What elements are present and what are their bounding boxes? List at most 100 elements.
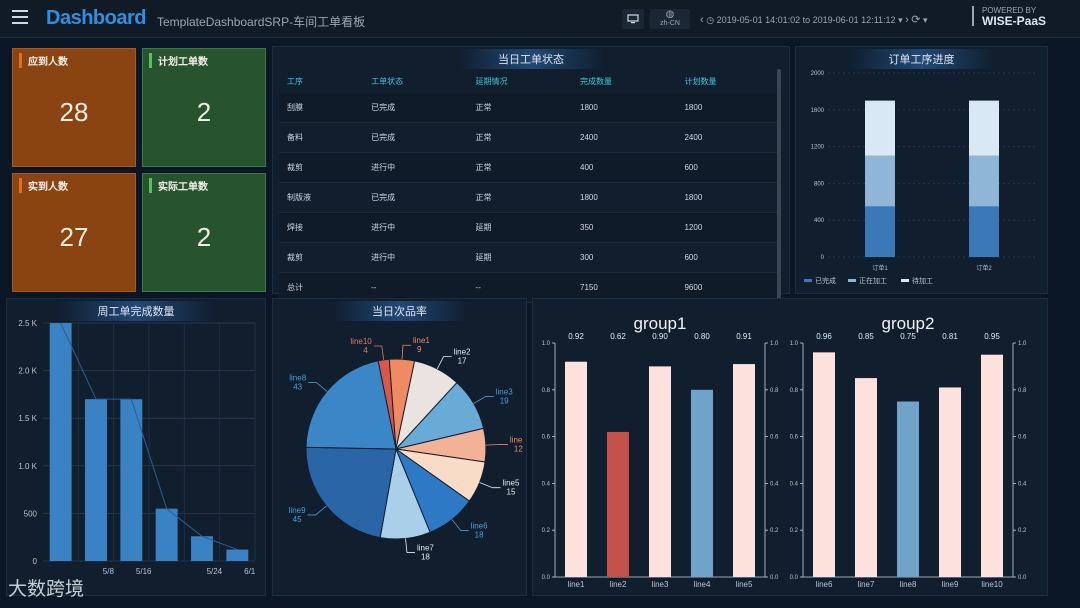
pie-slice-value: 18 [421, 552, 430, 561]
pie-slice-name: line7 [417, 543, 434, 552]
column-header: 完成数量 [580, 76, 613, 86]
chevron-left-icon[interactable]: ‹ [700, 14, 704, 26]
y-tick-label: 0.4 [1018, 481, 1027, 487]
bar-data-label: 0.80 [694, 332, 710, 341]
pie-slice-name: line9 [289, 506, 306, 515]
y-tick-label: 0.8 [1018, 388, 1027, 394]
top-bar: Dashboard TemplateDashboardSRP-车间工单看板 ◍ … [0, 0, 1080, 38]
bar [733, 364, 755, 577]
y-tick-label: 0.4 [542, 481, 551, 487]
y-tick-label: 0.2 [542, 528, 551, 534]
table-cell: 600 [676, 242, 781, 273]
y-tick-label: 1200 [811, 145, 825, 151]
order-progress-chart: 0 400 800 1200 1600 2000 订单1 订单2 已完成 正在加工 待加工 [804, 71, 1036, 285]
bar [649, 366, 671, 577]
watermark: 大数跨境 [8, 579, 85, 600]
chevron-right-icon[interactable]: › [905, 14, 909, 26]
bar-data-label: 0.62 [610, 332, 626, 341]
bar [691, 389, 713, 577]
bar [981, 354, 1003, 577]
table-cell: 正常 [467, 122, 573, 153]
clock-icon: ◷ [706, 15, 715, 25]
weekly-orders-chart: 0 500 1.0 K 1.5 K 2.0 K 2.5 K 5/8 5/16 5/24 6/1 [18, 319, 256, 576]
y-tick-label: 2.0 K [18, 367, 37, 376]
stacked-bar-segment [865, 155, 895, 207]
pie-slice-value: 18 [475, 530, 484, 539]
table-scrollbar[interactable] [777, 69, 781, 309]
kpi-value: 2 [196, 97, 212, 127]
refresh-icon[interactable]: ⟳ [911, 14, 921, 26]
x-tick-label: line4 [694, 580, 711, 589]
table-cell: 400 [572, 152, 677, 183]
chevron-down-icon: ▾ [898, 15, 903, 25]
language-selector[interactable]: ◍ zh-CN [650, 9, 690, 29]
stacked-bar-segment [969, 155, 999, 207]
bar-data-label: 0.75 [900, 332, 916, 341]
legend-label: 正在加工 [859, 276, 887, 285]
bar-data-label: 0.81 [942, 332, 958, 341]
y-tick-label: 0.6 [542, 435, 551, 441]
stacked-bar-segment [865, 100, 895, 156]
x-tick-label: line5 [736, 580, 753, 589]
y-tick-label: 0.0 [790, 575, 799, 581]
kpi-value: 27 [59, 222, 89, 252]
time-range-picker[interactable]: ‹ ◷ 2019-05-01 14:01:02 to 2019-06-01 12… [700, 13, 928, 26]
table-cell: 制版液 [279, 182, 364, 213]
x-tick-label: line3 [652, 580, 669, 589]
y-tick-label: 0.4 [770, 481, 779, 487]
table-cell: 正常 [467, 93, 573, 123]
bar-data-label: 0.91 [736, 332, 752, 341]
refresh-interval-dropdown-icon[interactable]: ▾ [923, 15, 928, 25]
table-cell: 600 [676, 152, 781, 183]
table-cell: 进行中 [363, 152, 468, 183]
table-cell: 总计 [279, 272, 364, 303]
panel-title: 订单工序进度 [848, 49, 995, 69]
y-tick-label: 0 [821, 255, 825, 261]
column-header: 延期情况 [475, 76, 508, 86]
y-tick-label: 1.0 [770, 341, 779, 347]
y-tick-label: 0.2 [770, 528, 779, 534]
kpi-actual-orders: 实际工单数 2 [142, 173, 266, 292]
pie-slice-name: line10 [350, 337, 372, 346]
pie-leader-line [436, 356, 452, 370]
pie-slice-name: line2 [454, 348, 471, 357]
kpi-label: 应到人数 [19, 53, 68, 68]
bar-data-label: 0.96 [816, 332, 832, 341]
panel-title: 当日次品率 [332, 301, 467, 321]
stacked-bar-segment [969, 206, 999, 257]
pie-slice-value: 15 [507, 488, 516, 497]
bar [49, 323, 72, 561]
x-tick-label: line7 [858, 580, 875, 589]
pie-leader-line [485, 444, 508, 446]
menu-icon[interactable] [12, 10, 28, 24]
table-cell: 进行中 [363, 212, 468, 243]
table-cell: 7150 [572, 272, 677, 303]
y-tick-label: 0.0 [542, 575, 551, 581]
table-cell: 正常 [467, 182, 573, 213]
pie-slice-name: line1 [413, 336, 430, 345]
kpi-label: 实到人数 [19, 178, 68, 193]
kpi-value: 2 [196, 222, 212, 252]
table-row: 刮膜 已完成 正常 1800 1800 [279, 93, 781, 123]
table-row: 裁剪 进行中 正常 400 600 [279, 152, 781, 183]
y-tick-label: 1.0 [790, 341, 799, 347]
x-tick-label: line6 [816, 580, 833, 589]
legend-label: 已完成 [815, 276, 836, 285]
powered-by-logo: POWERED BY WISE-PaaS [972, 6, 1046, 27]
x-tick-label: 5/24 [207, 567, 223, 576]
panel-title: 当日工单状态 [458, 49, 604, 69]
bar-data-label: 0.85 [858, 332, 874, 341]
dashboard-brand[interactable]: Dashboard [46, 7, 146, 29]
monitor-icon[interactable] [622, 9, 644, 29]
pie-leader-line [451, 519, 469, 531]
y-tick-label: 2.5 K [18, 319, 37, 328]
y-tick-label: 1.0 [1018, 341, 1027, 347]
pie-leader-line [373, 345, 385, 360]
x-tick-label: 6/1 [244, 567, 256, 576]
y-tick-label: 400 [814, 218, 825, 224]
y-tick-label: 1600 [811, 108, 825, 114]
column-header: 工序 [287, 76, 303, 86]
order-status-panel: 当日工单状态 工序 工单状态 延期情况 完成数量 计划数量 刮膜 已完成 正常 … [272, 46, 790, 309]
table-cell: 焊接 [279, 212, 364, 243]
